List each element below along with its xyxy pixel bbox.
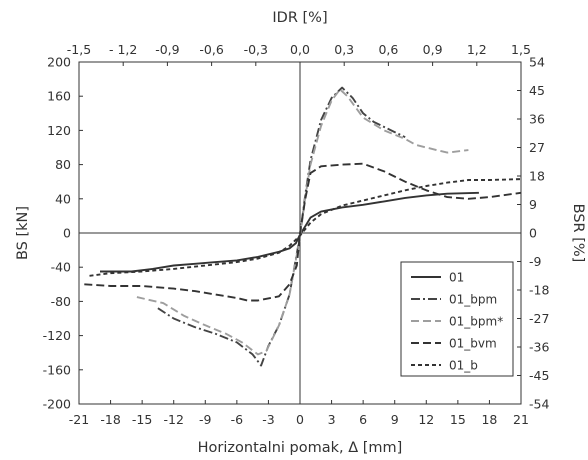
right-tick-label: 9 [529, 197, 537, 212]
top-tick-label: 1,2 [467, 42, 487, 57]
x-tick-label: -15 [132, 412, 152, 427]
y-tick-label: 0 [63, 226, 71, 241]
right-tick-label: -36 [529, 340, 549, 355]
y-tick-label: -80 [51, 294, 71, 309]
right-tick-label: -27 [529, 311, 549, 326]
legend-label: 01_bvm [449, 337, 497, 351]
x-tick-label: -3 [262, 412, 274, 427]
x-axis-title: Horizontalni pomak, Δ [mm] [198, 440, 403, 456]
x-tick-label: 12 [418, 412, 434, 427]
legend-box [400, 261, 514, 377]
right-tick-label: 0 [529, 226, 537, 241]
top-axis-title: IDR [%] [272, 10, 327, 26]
legend-label: 01 [449, 271, 464, 285]
right-tick-label: 45 [529, 83, 545, 98]
right-tick-label: 18 [529, 169, 545, 184]
y-tick-label: 120 [47, 123, 71, 138]
series-group [84, 86, 522, 367]
top-tick-label: 1,5 [511, 42, 531, 57]
x-tick-label: 21 [513, 412, 529, 427]
top-tick-label: -0,9 [155, 42, 179, 57]
series-line-01-bpm [136, 88, 469, 356]
legend-label: 01_bpm* [449, 315, 503, 329]
y-axis-title: BS [kN] [15, 206, 31, 260]
top-tick-label: 0,6 [378, 42, 398, 57]
legend-label: 01_bpm [449, 293, 497, 307]
y-tick-label: 40 [55, 191, 71, 206]
series-line-01-b [89, 178, 522, 277]
y-tick-label: -120 [43, 328, 71, 343]
x-tick-label: -18 [100, 412, 120, 427]
y-tick-label: 160 [47, 89, 71, 104]
series-line-01 [100, 191, 479, 273]
right-axis-title: BSR [%] [570, 204, 586, 263]
right-tick-label: 36 [529, 112, 545, 127]
x-tick-label: 3 [328, 412, 336, 427]
top-tick-label: -0,6 [199, 42, 223, 57]
x-tick-label: 15 [450, 412, 466, 427]
x-tick-label: -12 [164, 412, 184, 427]
series-line-01-bvm [84, 162, 522, 302]
x-tick-label: -21 [69, 412, 89, 427]
right-tick-label: -9 [529, 254, 542, 269]
series-line-01-bpm [157, 86, 406, 367]
y-tick-label: 200 [47, 55, 71, 70]
tick-marks: -21 -18 -15 -12 -9 -6 -3 0 3 6 9 12 15 18 21-200-160-1… [43, 42, 550, 427]
top-tick-label: 0,3 [334, 42, 354, 57]
right-tick-label: -54 [529, 397, 549, 412]
y-tick-label: 80 [55, 157, 71, 172]
top-tick-label: 0,9 [423, 42, 443, 57]
x-tick-label: 0 [296, 412, 304, 427]
x-tick-label: 9 [391, 412, 399, 427]
x-tick-label: -6 [231, 412, 244, 427]
right-tick-label: -18 [529, 283, 549, 298]
top-tick-label: 0,0 [290, 42, 310, 57]
top-tick-label: - 1,2 [109, 42, 137, 57]
right-tick-label: 54 [529, 55, 545, 70]
legend-label: 01_b [449, 359, 478, 373]
y-tick-label: -160 [43, 362, 71, 377]
top-tick-label: -1,5 [67, 42, 91, 57]
y-tick-label: -200 [43, 397, 71, 412]
x-tick-label: -9 [199, 412, 212, 427]
right-tick-label: -45 [529, 368, 549, 383]
x-tick-label: 6 [359, 412, 367, 427]
right-tick-label: 27 [529, 140, 545, 155]
legend: 01 01_bpm 01_bpm* 01_bvm 01_b [400, 261, 514, 377]
top-tick-label: -0,3 [244, 42, 268, 57]
x-tick-label: 18 [481, 412, 497, 427]
y-tick-label: -40 [51, 260, 71, 275]
